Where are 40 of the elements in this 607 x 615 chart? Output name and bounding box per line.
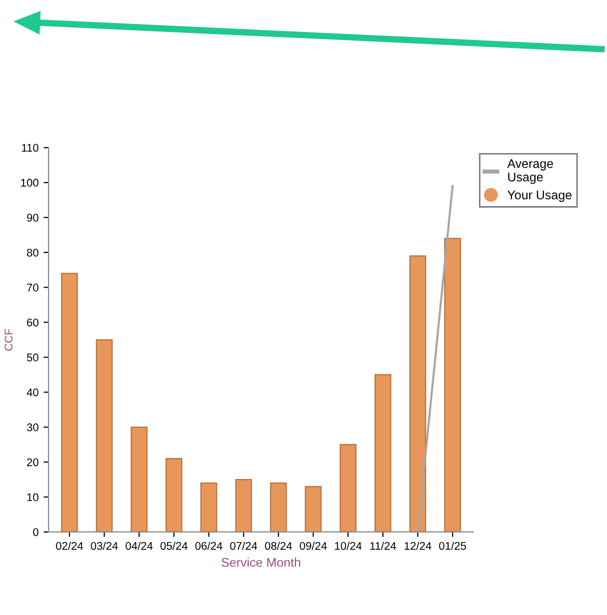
- x-tick-label: 02/24: [56, 542, 84, 550]
- x-tick-label: 01/25: [439, 542, 466, 550]
- y-tick-label: 20: [27, 458, 38, 466]
- legend-label: Average Usage: [507, 159, 553, 184]
- x-tick-label: 10/24: [335, 542, 362, 550]
- y-tick-label: 90: [27, 214, 38, 222]
- y-tick-label: 100: [21, 178, 38, 187]
- x-tick-label: 08/24: [264, 542, 292, 550]
- y-tick-label: 70: [27, 284, 38, 292]
- x-tick-label: 12/24: [404, 542, 432, 550]
- x-tick-label: 06/24: [195, 542, 222, 550]
- y-tick-label: 0: [33, 528, 38, 536]
- x-tick-label: 11/24: [370, 542, 396, 550]
- y-tick-label: 110: [22, 144, 38, 152]
- bar: [340, 444, 356, 532]
- bar: [200, 482, 218, 532]
- bar: [444, 238, 461, 532]
- y-tick-label: 30: [26, 423, 38, 432]
- bar: [130, 426, 148, 532]
- x-tick-label: 05/24: [160, 542, 188, 550]
- y-axis-title: CCF: [4, 328, 13, 351]
- bar: [166, 458, 182, 532]
- legend-label: Your Usage: [507, 190, 572, 202]
- x-tick-label: 09/24: [300, 542, 327, 550]
- x-tick-label: 04/24: [126, 542, 153, 550]
- x-tick-label: 07/24: [230, 542, 258, 550]
- bar: [235, 479, 252, 532]
- y-tick-label: 10: [27, 493, 38, 502]
- bar: [304, 486, 322, 532]
- y-tick-label: 80: [26, 248, 38, 257]
- x-tick-label: 03/24: [90, 542, 118, 550]
- bar: [374, 374, 392, 532]
- bar: [270, 482, 287, 532]
- bar: [96, 339, 113, 532]
- bar: [409, 255, 426, 532]
- y-tick-label: 60: [27, 318, 38, 326]
- bar: [61, 272, 78, 532]
- y-tick-label: 50: [26, 354, 38, 362]
- x-axis-title: Service Month: [222, 558, 300, 567]
- y-tick-label: 40: [26, 388, 38, 396]
